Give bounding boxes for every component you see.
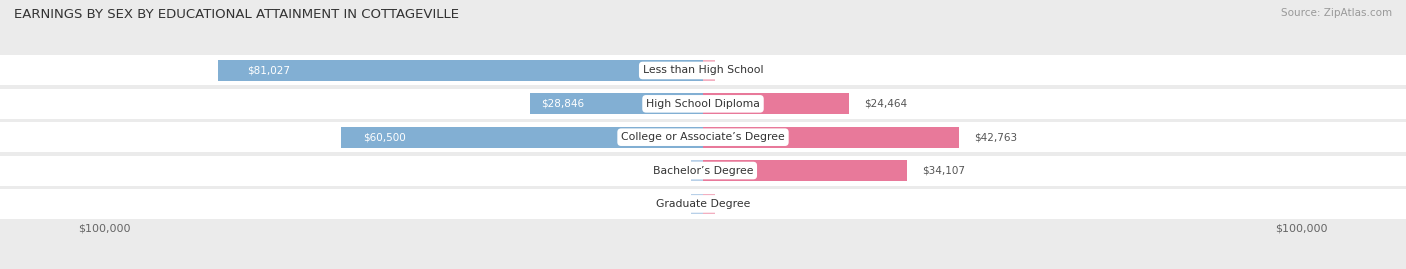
Bar [0, 55, 1406, 86]
Text: $81,027: $81,027 [247, 65, 290, 76]
Bar [0, 122, 1406, 152]
Text: $42,763: $42,763 [974, 132, 1017, 142]
Text: Less than High School: Less than High School [643, 65, 763, 76]
Bar [690, 194, 703, 214]
Text: High School Diploma: High School Diploma [647, 99, 759, 109]
Text: $0: $0 [724, 199, 737, 209]
Bar [703, 160, 907, 181]
Text: $0: $0 [669, 199, 682, 209]
Bar [218, 60, 703, 81]
Text: College or Associate’s Degree: College or Associate’s Degree [621, 132, 785, 142]
Bar [690, 160, 703, 181]
Text: Source: ZipAtlas.com: Source: ZipAtlas.com [1281, 8, 1392, 18]
Bar [703, 194, 716, 214]
Text: $0: $0 [724, 65, 737, 76]
Text: $34,107: $34,107 [922, 165, 965, 176]
Text: Graduate Degree: Graduate Degree [655, 199, 751, 209]
Bar [0, 189, 1406, 219]
Bar [703, 127, 959, 147]
Bar [703, 94, 849, 114]
Text: $28,846: $28,846 [541, 99, 583, 109]
Text: $24,464: $24,464 [865, 99, 907, 109]
Bar [0, 155, 1406, 186]
Text: Bachelor’s Degree: Bachelor’s Degree [652, 165, 754, 176]
Text: EARNINGS BY SEX BY EDUCATIONAL ATTAINMENT IN COTTAGEVILLE: EARNINGS BY SEX BY EDUCATIONAL ATTAINMEN… [14, 8, 460, 21]
Bar [0, 89, 1406, 119]
Text: $0: $0 [669, 165, 682, 176]
Bar [703, 60, 716, 81]
Text: $60,500: $60,500 [363, 132, 405, 142]
Bar [530, 94, 703, 114]
Bar [342, 127, 703, 147]
